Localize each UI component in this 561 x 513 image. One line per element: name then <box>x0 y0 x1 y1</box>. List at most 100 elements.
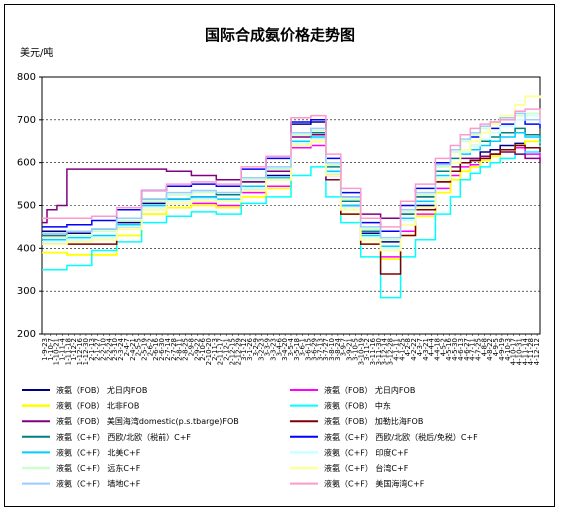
x-tick-label: 3-11-30 <box>375 338 383 365</box>
x-tick-label: 3-12-14 <box>381 337 389 365</box>
x-tick-label: 4-1-25 <box>398 338 406 361</box>
x-tick-label: 3-4-20 <box>281 338 289 361</box>
x-tick-label: 2-5-19 <box>141 338 149 361</box>
x-tick-label: 3-1-26 <box>246 337 254 360</box>
legend-label-7: 液氨（C+F） 西欧/北欧（税前）C+F <box>56 432 191 442</box>
x-tick-label: 2-10-6 <box>199 337 207 360</box>
x-tick-label: 3-5-4 <box>287 337 295 356</box>
x-tick-label: 3-12-28 <box>387 338 395 365</box>
y-tick-label: 500 <box>17 201 36 212</box>
x-tick-label: 1-12-30 <box>82 338 90 365</box>
x-tick-label: 3-11-16 <box>369 337 377 365</box>
x-tick-label: 2-12-29 <box>234 338 242 365</box>
x-tick-label: 2-4-21 <box>129 338 137 361</box>
legend-label-8: 液氨（C+F） 西欧/北欧（税后/免税）C+F <box>324 432 478 442</box>
x-tick-label: 2-6-30 <box>158 338 166 361</box>
x-tick-label: 2-6-16 <box>152 337 160 360</box>
y-tick-label: 700 <box>17 115 36 126</box>
x-tick-label: 1-11-18 <box>64 338 72 365</box>
x-tick-label: 4-9-19 <box>498 338 506 361</box>
x-tick-label: 4-10-17 <box>510 338 518 365</box>
x-tick-label: 2-5-5 <box>135 338 143 356</box>
x-tick-label: 3-8-24 <box>334 337 342 360</box>
x-tick-label: 1-12-2 <box>70 338 78 361</box>
x-tick-label: 3-10-19 <box>357 338 365 365</box>
y-tick-labels: 200 300 400 500 600 700 800 <box>17 72 36 340</box>
x-tick-label: 3-2-23 <box>258 338 266 361</box>
legend-label-4: 液氨（FOB） 中东 <box>324 401 391 411</box>
x-tick-label: 3-1-12 <box>240 338 248 361</box>
x-tick-label: 3-7-27 <box>322 338 330 361</box>
x-tick-label: 2-7-28 <box>170 338 178 361</box>
x-tick-label: 4-5-2 <box>439 338 447 356</box>
x-tick-label: 1-10-7 <box>47 338 55 361</box>
x-tick-label: 2-3-24 <box>117 337 125 360</box>
x-tick-label: 4-7-25 <box>474 338 482 361</box>
x-tick-label: 2-12-15 <box>228 338 236 365</box>
x-tick-label: 3-3-9 <box>264 338 272 356</box>
legend-label-10: 液氨（C+F） 印度C+F <box>324 447 409 457</box>
x-tick-label: 3-8-10 <box>328 338 336 361</box>
x-tick-label: 3-7-13 <box>316 338 324 361</box>
legend-label-2: 液氨（FOB） 尤日内FOB <box>324 385 415 395</box>
y-unit-label: 美元/吨 <box>20 46 53 59</box>
x-tick-label: 3-9-7 <box>340 338 348 356</box>
x-tick-label: 4-10-3 <box>504 338 512 361</box>
x-tick-label: 2-1-13 <box>88 338 96 361</box>
x-tick-label: 2-9-8 <box>187 338 195 356</box>
x-tick-label: 3-9-21 <box>346 338 354 361</box>
y-tick-label: 300 <box>17 286 36 297</box>
legend-label-5: 液氨（FOB） 美国海湾domestic(p.s.tbarge)FOB <box>56 416 239 426</box>
x-tick-label: 2-10-20 <box>205 338 213 365</box>
y-tick-label: 400 <box>17 243 36 254</box>
legend-label-6: 液氨（FOB） 加勒比海FOB <box>324 416 423 426</box>
x-tick-label: 2-8-11 <box>176 338 184 361</box>
legend-label-14: 液氨（C+F） 美国海湾C+F <box>324 479 425 489</box>
x-tick-label: 4-11-14 <box>521 337 529 365</box>
x-tick-label: 1-12-16 <box>76 337 84 365</box>
x-tick-label: 2-12-1 <box>223 338 231 361</box>
legend-label-3: 液氨（FOB） 北非FOB <box>56 401 139 411</box>
x-tick-label: 4-2-8 <box>404 338 412 356</box>
x-tick-labels: 1-9-231-10-71-10-211-11-41-11-181-12-21-… <box>41 334 541 365</box>
x-tick-label: 4-6-27 <box>463 338 471 361</box>
x-tick-label: 3-3-23 <box>269 338 277 361</box>
x-tick-label: 4-6-13 <box>457 338 465 361</box>
x-tick-label: 4-10-31 <box>515 338 523 365</box>
x-tick-label: 4-4-18 <box>433 338 441 361</box>
x-tick-label: 2-1-27 <box>94 338 102 361</box>
x-tick-label: 3-5-18 <box>293 338 301 361</box>
x-tick-label: 3-4-6 <box>275 337 283 356</box>
x-tick-label: 2-6-2 <box>146 338 154 356</box>
x-tick-label: 2-8-25 <box>182 338 190 361</box>
x-tick-label: 2-3-10 <box>111 338 119 361</box>
x-tick-label: 2-4-7 <box>123 338 131 356</box>
legend-label-1: 液氨（FOB） 尤日内FOB <box>56 385 147 395</box>
x-tick-label: 4-4-4 <box>428 337 436 356</box>
x-tick-label: 3-6-29 <box>310 338 318 361</box>
legend-label-12: 液氨（C+F） 台湾C+F <box>324 463 409 473</box>
x-tick-label: 1-10-21 <box>53 338 61 365</box>
x-tick-label: 4-2-22 <box>410 338 418 361</box>
x-tick-label: 4-5-30 <box>451 338 459 361</box>
x-tick-label: 4-12-12 <box>533 338 541 365</box>
x-tick-label: 1-9-23 <box>41 338 49 361</box>
x-tick-label: 4-5-16 <box>445 337 453 360</box>
x-tick-label: 1-11-4 <box>59 337 67 360</box>
x-tick-label: 4-11-28 <box>527 338 535 365</box>
x-tick-label: 3-2-9 <box>252 338 260 356</box>
series-line-14 <box>42 108 541 228</box>
y-tick-label: 800 <box>17 72 36 83</box>
y-tick-label: 600 <box>17 158 36 169</box>
chart-title: 国际合成氨价格走势图 <box>205 26 355 44</box>
y-tick-label: 200 <box>17 329 36 340</box>
x-tick-label: 2-11-3 <box>211 338 219 361</box>
x-tick-label: 4-1-11 <box>392 338 400 361</box>
x-tick-label: 4-8-8 <box>480 338 488 356</box>
x-tick-label: 2-11-17 <box>217 338 225 365</box>
x-tick-label: 3-10-5 <box>351 338 359 361</box>
x-tick-label: 2-7-14 <box>164 337 172 360</box>
x-tick-label: 4-3-7 <box>416 338 424 356</box>
x-tick-label: 2-2-10 <box>100 338 108 361</box>
